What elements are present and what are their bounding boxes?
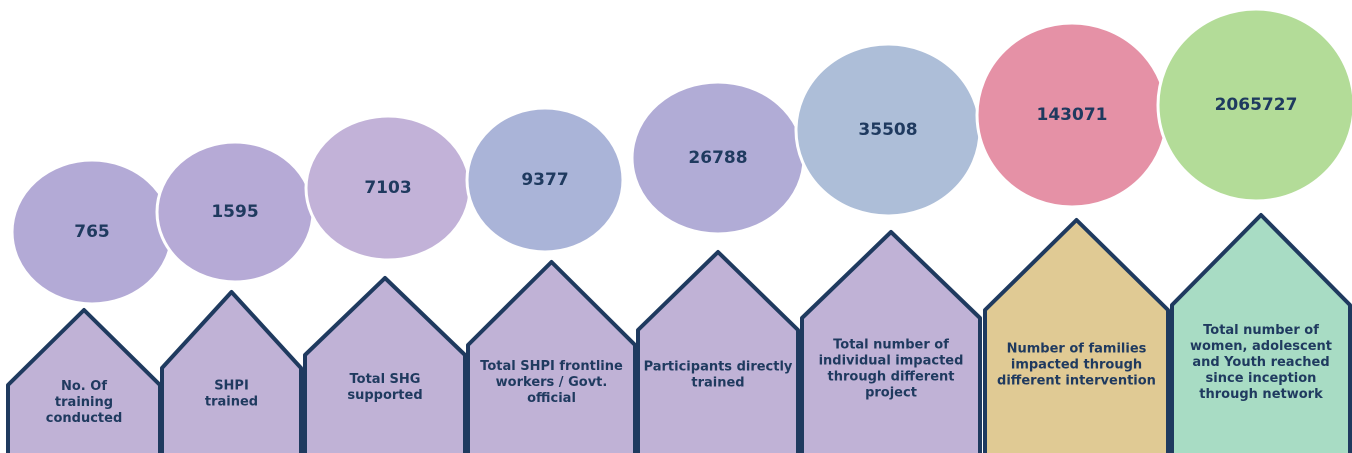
stat-label: impacted through [1011, 358, 1142, 373]
stat-label: through different [828, 370, 955, 385]
label-house [160, 290, 303, 453]
stat-value: 9377 [521, 170, 568, 190]
stat-value: 26788 [688, 148, 747, 168]
stat-value: 765 [74, 222, 110, 242]
stat-label: conducted [46, 411, 123, 426]
stat-label: supported [347, 388, 422, 403]
stat-label: since inception [1206, 371, 1317, 386]
stat-label: and Youth reached [1192, 355, 1329, 370]
stat-label: workers / Govt. [496, 375, 608, 390]
stat-label: Participants directly [644, 360, 793, 375]
label-house [6, 308, 162, 453]
stat-label: Total SHPI frontline [480, 359, 623, 374]
label-house [983, 218, 1170, 453]
stat-value: 7103 [364, 178, 411, 198]
stat-circle [1156, 7, 1352, 203]
stat-label: SHPI [214, 379, 249, 394]
stat-label: Number of families [1007, 342, 1147, 357]
stat-value: 143071 [1037, 105, 1108, 125]
stat-label: trained [205, 395, 258, 410]
stat-label: official [527, 391, 576, 406]
label-house [466, 260, 637, 453]
label-house [303, 276, 467, 453]
stat-label: through network [1199, 387, 1323, 402]
stat-label: Total number of [1203, 323, 1319, 338]
stat-value: 2065727 [1215, 95, 1298, 115]
label-house [800, 230, 982, 453]
stat-value: 1595 [211, 202, 258, 222]
stat-label: project [865, 386, 917, 401]
label-house [636, 250, 800, 453]
stat-label: different intervention [997, 374, 1156, 389]
stat-label: trained [691, 376, 744, 391]
stat-label: Total number of [833, 338, 949, 353]
stat-value: 35508 [858, 120, 917, 140]
stat-label: individual impacted [819, 354, 964, 369]
stat-circle [465, 106, 625, 254]
stat-label: women, adolescent [1190, 339, 1332, 354]
stat-label: Total SHG [350, 372, 421, 387]
stat-label: No. Of [61, 379, 107, 394]
stat-label: training [55, 395, 113, 410]
label-house [1170, 213, 1352, 453]
